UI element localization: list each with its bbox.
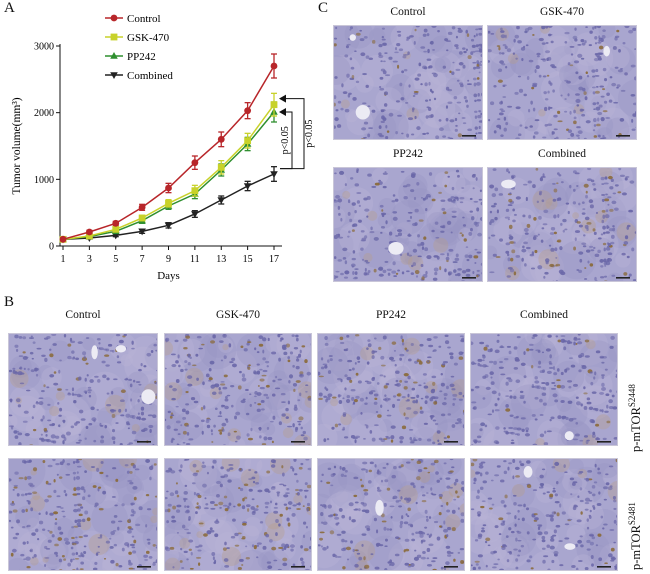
data-point: [112, 225, 120, 233]
panel-b-letter: B: [4, 294, 15, 310]
panel-b-row2-gsk470: [164, 458, 312, 571]
legend-label: Combined: [127, 70, 173, 82]
panel-c-image-combined: [487, 167, 637, 282]
x-tick-label: 1: [61, 254, 66, 265]
row2-label-text: p-mTOR: [629, 525, 644, 570]
data-point: [138, 214, 146, 222]
panel-c-letter: C: [318, 0, 329, 16]
series-line: [62, 104, 275, 241]
panel-b-row2-pp242: [317, 458, 465, 571]
y-axis-label: Tumor volume(mm³): [11, 97, 23, 194]
panel-c-image-pp242: [333, 167, 483, 282]
bracket-arrow: [279, 94, 286, 103]
panel-b-header-combined: Combined: [520, 309, 568, 321]
data-point: [164, 222, 173, 230]
p-value-annotation: p<0.05: [280, 126, 291, 154]
data-point: [244, 137, 252, 145]
panel-c-label-gsk470: GSK-470: [539, 6, 585, 18]
data-point: [111, 232, 120, 240]
series-line: [62, 65, 275, 241]
x-tick-label: 9: [166, 254, 171, 265]
legend-label: GSK-470: [127, 32, 170, 44]
x-tick-label: 3: [87, 254, 92, 265]
panel-b-row1-label: p-mTORS2448: [627, 384, 644, 452]
panel-b-header-gsk470: GSK-470: [215, 309, 261, 321]
y-tick-label: 1000: [34, 175, 54, 186]
panel-c-label-control: Control: [390, 6, 426, 18]
data-point: [112, 219, 120, 227]
legend-label: PP242: [127, 51, 156, 63]
panel-b-row1-gsk470: [164, 333, 312, 446]
panel-b-row2-control: [8, 458, 158, 571]
data-point: [217, 197, 226, 204]
panel-b-row1-pp242: [317, 333, 465, 446]
series-line: [62, 111, 275, 241]
legend-label: Control: [127, 13, 161, 25]
p-value-annotation: p<0.05: [304, 120, 315, 148]
panel-c-image-gsk470: [487, 25, 637, 140]
data-point: [244, 107, 252, 115]
panel-b-header-control: Control: [65, 309, 101, 321]
data-point: [138, 228, 146, 236]
legend-marker: [110, 72, 118, 79]
y-tick-label: 3000: [34, 42, 54, 53]
legend-marker: [110, 33, 118, 41]
row1-label-superscript: S2448: [627, 384, 637, 408]
data-point: [59, 235, 67, 243]
panel-b-row2-combined: [470, 458, 618, 571]
x-tick-label: 11: [190, 254, 200, 265]
data-point: [165, 199, 172, 207]
data-point: [270, 62, 278, 70]
bracket-arrow: [279, 108, 286, 116]
data-point: [217, 163, 225, 171]
data-point: [191, 211, 199, 218]
x-tick-label: 5: [113, 254, 118, 265]
data-point: [138, 203, 146, 211]
panel-b-header-pp242: PP242: [375, 309, 407, 321]
data-point: [217, 135, 225, 143]
x-axis-label: Days: [157, 270, 180, 282]
row1-label-text: p-mTOR: [629, 407, 644, 452]
data-point: [270, 171, 278, 178]
x-tick-label: 15: [243, 254, 253, 265]
panel-b-row2-label: p-mTORS2481: [627, 502, 644, 570]
legend-marker: [110, 52, 118, 59]
data-point: [243, 183, 252, 190]
legend-marker: [110, 14, 118, 22]
data-point: [85, 228, 93, 236]
panel-c-label-combined: Combined: [538, 148, 586, 160]
data-point: [165, 184, 172, 192]
row2-label-superscript: S2481: [627, 502, 637, 526]
panel-c-label-pp242: PP242: [392, 148, 424, 160]
x-tick-label: 13: [216, 254, 226, 265]
y-tick-label: 0: [49, 242, 54, 253]
data-point: [191, 187, 199, 195]
data-point: [191, 159, 199, 167]
panel-c-image-control: [333, 25, 483, 140]
x-tick-label: 17: [269, 254, 279, 265]
x-tick-label: 7: [140, 254, 145, 265]
panel-a-letter: A: [4, 0, 15, 16]
panel-b-row1-control: [8, 333, 158, 446]
data-point: [85, 232, 93, 240]
data-point: [270, 101, 278, 109]
y-tick-label: 2000: [34, 108, 54, 119]
panel-b-row1-combined: [470, 333, 618, 446]
